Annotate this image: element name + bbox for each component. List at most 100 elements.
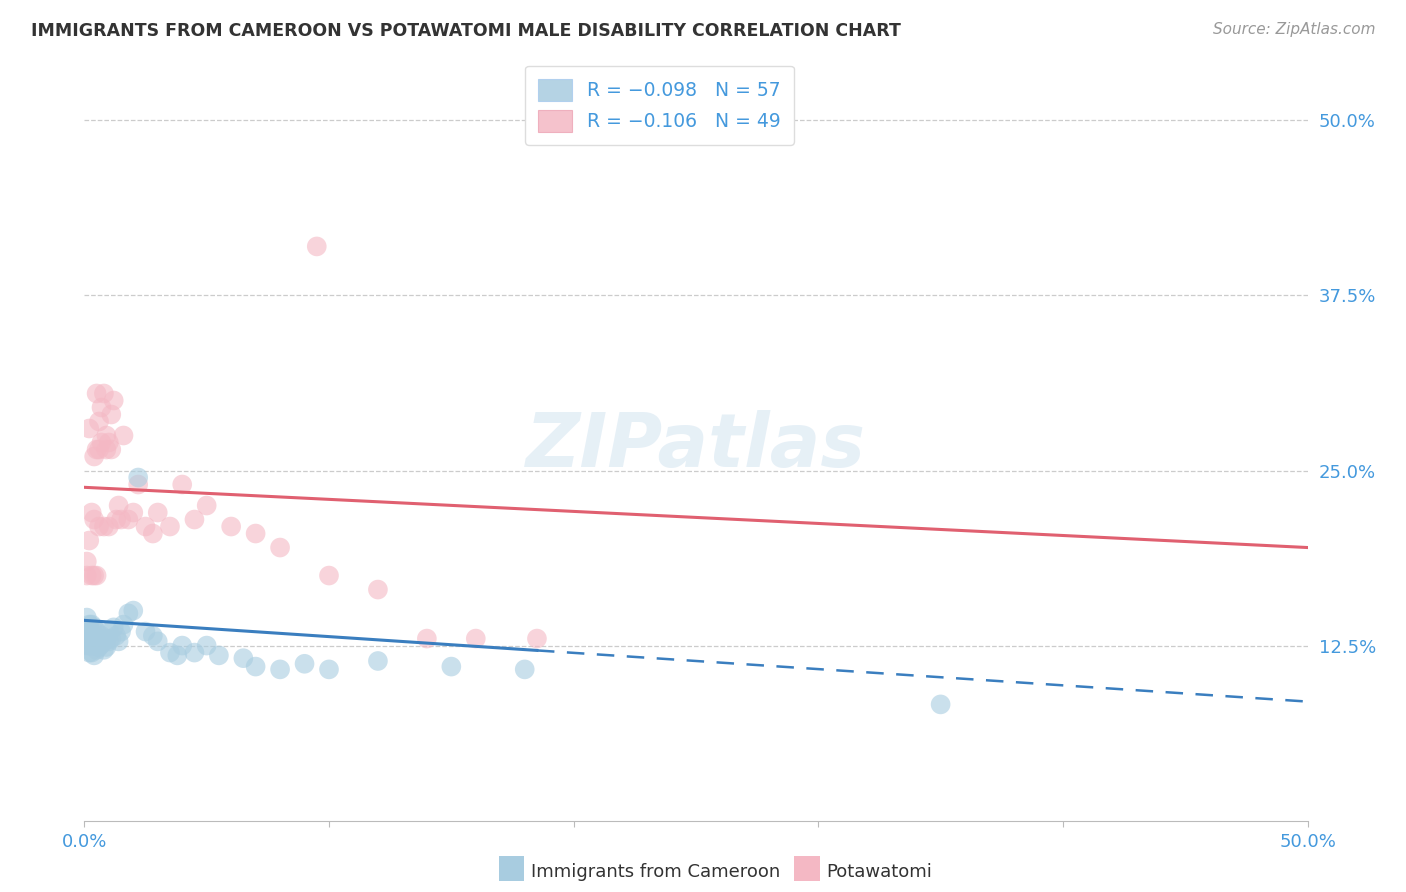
Point xyxy=(172,639,194,653)
Point xyxy=(294,657,316,671)
Point xyxy=(96,442,118,457)
Point xyxy=(87,640,110,654)
Point xyxy=(87,442,110,457)
Point xyxy=(100,632,122,646)
Point xyxy=(112,428,135,442)
Point xyxy=(86,624,108,639)
Point xyxy=(77,639,100,653)
Point xyxy=(76,610,98,624)
Point xyxy=(96,428,118,442)
Point xyxy=(103,620,125,634)
Point xyxy=(76,568,98,582)
Point xyxy=(80,646,103,660)
Point xyxy=(318,568,340,582)
Point xyxy=(117,607,139,621)
Point xyxy=(105,512,128,526)
Point xyxy=(103,393,125,408)
Point xyxy=(146,634,169,648)
Point xyxy=(90,629,112,643)
Point xyxy=(135,624,157,639)
Point xyxy=(97,519,120,533)
Point xyxy=(77,646,100,660)
Point xyxy=(142,526,165,541)
Point xyxy=(159,519,181,533)
Point xyxy=(367,654,389,668)
Point xyxy=(195,499,218,513)
Point xyxy=(97,634,120,648)
Point xyxy=(245,659,267,673)
Point xyxy=(318,662,340,676)
Point xyxy=(83,568,105,582)
Point xyxy=(122,506,145,520)
Point xyxy=(93,634,115,648)
Point xyxy=(87,519,110,533)
Point xyxy=(80,506,103,520)
Point xyxy=(76,632,98,646)
Point xyxy=(76,624,98,639)
Point xyxy=(83,512,105,526)
Point xyxy=(90,401,112,415)
Point xyxy=(86,386,108,401)
Point xyxy=(159,646,181,660)
Point xyxy=(305,239,328,253)
Point xyxy=(929,698,952,712)
Point xyxy=(97,624,120,639)
Point xyxy=(90,637,112,651)
Point xyxy=(86,642,108,657)
Point xyxy=(80,634,103,648)
Point xyxy=(83,629,105,643)
Point xyxy=(245,526,267,541)
Point xyxy=(269,662,291,676)
Legend: R = −0.098   N = 57, R = −0.106   N = 49: R = −0.098 N = 57, R = −0.106 N = 49 xyxy=(524,66,793,145)
Point xyxy=(183,512,205,526)
Point xyxy=(142,629,165,643)
Point xyxy=(93,519,115,533)
Point xyxy=(77,421,100,435)
Point xyxy=(464,632,486,646)
Point xyxy=(232,651,254,665)
Text: IMMIGRANTS FROM CAMEROON VS POTAWATOMI MALE DISABILITY CORRELATION CHART: IMMIGRANTS FROM CAMEROON VS POTAWATOMI M… xyxy=(31,22,901,40)
Point xyxy=(100,442,122,457)
Point xyxy=(219,519,242,533)
Point xyxy=(107,499,129,513)
Point xyxy=(513,662,536,676)
Point xyxy=(100,408,122,422)
Text: Immigrants from Cameroon: Immigrants from Cameroon xyxy=(531,863,780,881)
Text: Source: ZipAtlas.com: Source: ZipAtlas.com xyxy=(1212,22,1375,37)
Point xyxy=(110,624,132,639)
Point xyxy=(146,506,169,520)
Text: Potawatomi: Potawatomi xyxy=(827,863,932,881)
Point xyxy=(83,648,105,663)
Point xyxy=(83,620,105,634)
Point xyxy=(166,648,188,663)
Point xyxy=(83,639,105,653)
Point xyxy=(135,519,157,533)
Point xyxy=(77,617,100,632)
Point xyxy=(117,512,139,526)
Point xyxy=(77,533,100,548)
Point xyxy=(107,634,129,648)
Point xyxy=(127,470,149,484)
Point xyxy=(110,512,132,526)
Text: ZIPatlas: ZIPatlas xyxy=(526,409,866,483)
Point xyxy=(122,603,145,617)
Point xyxy=(80,624,103,639)
Point xyxy=(112,617,135,632)
Point xyxy=(96,632,118,646)
Point xyxy=(93,642,115,657)
Point xyxy=(440,659,463,673)
Point xyxy=(80,568,103,582)
Point xyxy=(87,415,110,429)
Point xyxy=(93,386,115,401)
Point xyxy=(76,639,98,653)
Point xyxy=(195,639,218,653)
Point xyxy=(172,477,194,491)
Point xyxy=(367,582,389,597)
Point xyxy=(90,435,112,450)
Point xyxy=(183,646,205,660)
Point xyxy=(96,640,118,654)
Point xyxy=(83,450,105,464)
Point xyxy=(97,435,120,450)
Point xyxy=(86,634,108,648)
Point xyxy=(77,632,100,646)
